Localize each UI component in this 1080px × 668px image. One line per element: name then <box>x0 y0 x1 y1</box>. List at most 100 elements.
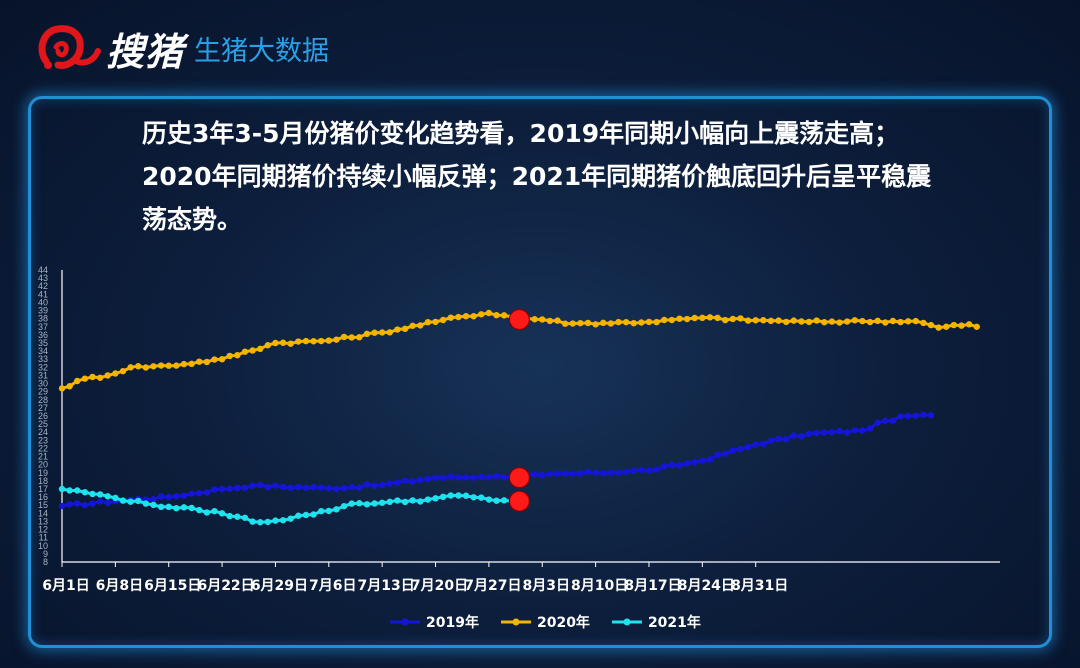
data-point-0 <box>851 427 858 434</box>
data-point-0 <box>897 413 904 420</box>
legend-label-2020: 2020年 <box>536 615 590 631</box>
highlight-marker <box>508 467 530 489</box>
data-point-1 <box>561 320 569 327</box>
data-point-0 <box>226 485 233 492</box>
data-point-1 <box>584 319 592 327</box>
data-point-0 <box>706 456 714 463</box>
data-point-0 <box>89 500 96 507</box>
y-tick-label: 13 <box>38 516 48 526</box>
data-point-0 <box>340 484 348 492</box>
data-point-0 <box>729 447 737 454</box>
data-point-1 <box>279 339 287 346</box>
data-point-0 <box>256 481 264 489</box>
data-point-1 <box>950 321 958 329</box>
data-point-2 <box>226 512 233 520</box>
x-tick-label: 7月20日 <box>411 578 468 594</box>
data-point-0 <box>721 450 729 458</box>
data-point-2 <box>249 518 256 525</box>
data-point-0 <box>371 482 378 489</box>
data-point-0 <box>683 460 691 467</box>
y-tick-label: 30 <box>38 379 48 389</box>
data-point-0 <box>249 482 256 489</box>
data-point-0 <box>409 478 416 485</box>
data-point-1 <box>432 318 439 326</box>
y-tick-label: 35 <box>38 338 48 348</box>
logo-mark-icon <box>38 25 101 69</box>
data-point-2 <box>493 497 500 504</box>
data-point-2 <box>279 517 287 524</box>
data-point-2 <box>325 507 333 515</box>
data-point-0 <box>554 470 561 477</box>
data-point-0 <box>462 474 470 481</box>
data-point-2 <box>81 489 89 496</box>
data-point-1 <box>127 364 134 371</box>
data-point-0 <box>325 484 333 492</box>
data-point-1 <box>66 383 73 390</box>
data-point-1 <box>904 318 912 325</box>
y-tick-label: 38 <box>38 314 48 324</box>
data-point-1 <box>821 319 828 326</box>
data-point-2 <box>447 492 454 499</box>
brand-subtitle: 生猪大数据 <box>194 35 330 67</box>
data-point-0 <box>348 483 355 491</box>
data-point-1 <box>592 321 599 328</box>
data-point-1 <box>417 322 424 329</box>
data-point-1 <box>935 324 942 331</box>
y-tick-label: 25 <box>38 419 48 429</box>
data-point-0 <box>874 419 881 426</box>
data-point-1 <box>554 317 561 324</box>
data-point-1 <box>234 352 241 359</box>
data-point-2 <box>439 493 447 501</box>
data-point-1 <box>264 342 272 349</box>
data-point-1 <box>897 318 904 326</box>
data-point-0 <box>699 457 706 464</box>
y-tick-label: 24 <box>38 427 48 437</box>
data-point-1 <box>760 317 767 324</box>
data-point-1 <box>211 356 218 363</box>
data-point-1 <box>478 311 485 318</box>
x-tick-label: 7月27日 <box>464 578 521 594</box>
data-point-0 <box>58 502 66 510</box>
data-point-0 <box>645 467 653 474</box>
data-point-1 <box>96 374 104 381</box>
data-point-1 <box>409 322 416 329</box>
data-point-1 <box>790 317 798 324</box>
data-point-1 <box>439 316 447 324</box>
data-point-1 <box>333 336 340 343</box>
data-point-1 <box>188 360 195 368</box>
data-point-0 <box>203 489 211 496</box>
data-point-0 <box>676 462 683 469</box>
data-point-0 <box>470 474 477 481</box>
data-point-1 <box>615 318 622 326</box>
y-tick-label: 23 <box>38 435 48 445</box>
data-point-0 <box>447 473 454 480</box>
data-point-0 <box>310 483 317 491</box>
y-tick-label: 32 <box>38 362 48 372</box>
data-point-1 <box>89 373 96 381</box>
data-point-0 <box>188 490 195 497</box>
data-point-0 <box>378 481 386 489</box>
y-tick-label: 15 <box>38 500 48 510</box>
data-point-2 <box>196 506 203 514</box>
data-point-1 <box>317 337 325 345</box>
data-point-0 <box>333 485 340 493</box>
data-point-1 <box>348 334 355 341</box>
y-tick-label: 27 <box>38 403 48 413</box>
x-tick-label: 7月13日 <box>358 578 415 594</box>
data-point-1 <box>165 362 172 369</box>
data-point-1 <box>356 334 363 341</box>
data-point-0 <box>74 500 81 507</box>
x-tick-label: 6月15日 <box>144 578 201 594</box>
y-tick-label: 20 <box>38 460 48 470</box>
data-point-0 <box>302 484 310 492</box>
data-point-1 <box>767 317 775 325</box>
data-point-0 <box>439 474 447 482</box>
data-point-2 <box>409 497 416 504</box>
data-point-0 <box>691 459 698 466</box>
data-point-2 <box>58 485 66 493</box>
data-point-1 <box>798 318 805 325</box>
data-point-1 <box>828 318 836 325</box>
data-point-1 <box>371 329 378 336</box>
y-tick-label: 29 <box>38 387 48 397</box>
data-point-0 <box>744 443 752 451</box>
